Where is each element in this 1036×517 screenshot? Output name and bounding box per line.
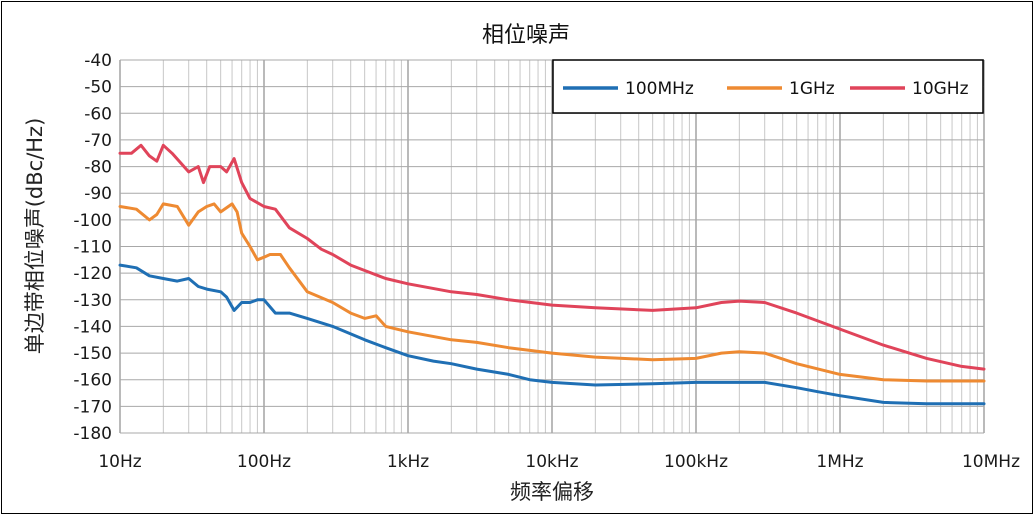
x-tick-label: 100Hz: [237, 452, 291, 472]
y-tick-label: -180: [73, 424, 112, 444]
legend-label: 10GHz: [912, 79, 969, 99]
legend: 100MHz 1GHz 10GHz: [552, 59, 984, 114]
series-line-1GHz: [118, 202, 986, 383]
x-tick-label: 10kHz: [525, 452, 578, 472]
y-tick-label: -70: [84, 131, 112, 151]
y-tick-label: -110: [73, 238, 112, 258]
x-tick-label: 100kHz: [664, 452, 728, 472]
series-line-100MHz: [118, 263, 986, 406]
y-tick-label: -120: [73, 264, 112, 284]
y-tick-label: -50: [84, 78, 112, 98]
x-tick-label: 10Hz: [98, 452, 141, 472]
y-axis-label: 单边带相位噪声(dBc/Hz): [23, 118, 47, 355]
y-tick-label: -130: [73, 291, 112, 311]
y-tick-label: -90: [84, 184, 112, 204]
y-tick-label: -160: [73, 371, 112, 391]
legend-label: 1GHz: [789, 79, 835, 99]
x-tick-label: 1kHz: [387, 452, 429, 472]
y-tick-label: -150: [73, 344, 112, 364]
legend-label: 100MHz: [625, 79, 694, 99]
y-tick-label: -40: [84, 51, 112, 71]
y-tick-labels: -40 -50 -60 -70 -80 -90 -100 -110 -120 -130 -140 -1…: [73, 51, 112, 444]
x-axis-label: 频率偏移: [510, 480, 594, 504]
series-lines: [118, 143, 986, 406]
y-tick-label: -170: [73, 397, 112, 417]
chart-title: 相位噪声: [482, 23, 570, 48]
x-tick-label: 10MHz: [962, 452, 1020, 472]
x-tick-label: 1MHz: [816, 452, 863, 472]
series-line-10GHz: [118, 143, 986, 371]
y-tick-label: -100: [73, 211, 112, 231]
y-tick-label: -140: [73, 317, 112, 337]
y-tick-label: -80: [84, 158, 112, 178]
x-tick-labels: 10Hz 100Hz 1kHz 10kHz 100kHz 1MHz 10MHz: [98, 452, 1020, 472]
y-tick-label: -60: [84, 104, 112, 124]
